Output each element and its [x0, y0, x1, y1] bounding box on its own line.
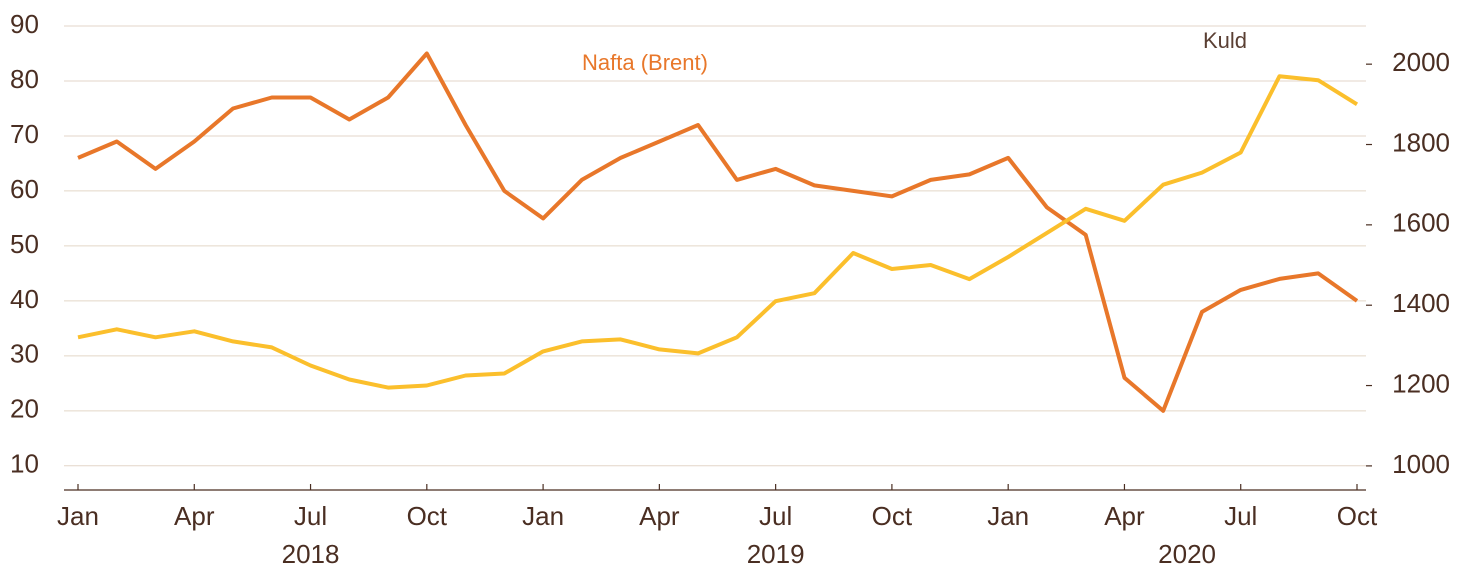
y2-tick-label: 1200 [1392, 368, 1450, 398]
y-tick-label: 40 [10, 284, 39, 314]
y2-tick-label: 1000 [1392, 449, 1450, 479]
y-tick-label: 50 [10, 229, 39, 259]
x-tick-label: Jan [522, 501, 564, 531]
y-tick-label: 10 [10, 449, 39, 479]
x-tick-label: Oct [407, 501, 448, 531]
x-tick-label: Apr [1104, 501, 1145, 531]
year-label: 2020 [1158, 539, 1216, 569]
x-tick-label: Apr [639, 501, 680, 531]
series-line [77, 74, 1359, 390]
y2-tick-label: 1400 [1392, 288, 1450, 318]
x-tick-label: Oct [1337, 501, 1378, 531]
year-label: 2019 [747, 539, 805, 569]
x-tick-label: Jul [294, 501, 327, 531]
y2-tick-label: 1600 [1392, 208, 1450, 238]
y-tick-label: 80 [10, 64, 39, 94]
y-tick-label: 30 [10, 339, 39, 369]
x-tick-label: Jan [987, 501, 1029, 531]
series-label: Kuld [1203, 28, 1247, 53]
y2-tick-label: 2000 [1392, 47, 1450, 77]
x-tick-label: Jul [759, 501, 792, 531]
y-tick-label: 90 [10, 9, 39, 39]
x-tick-label: Jan [57, 501, 99, 531]
y-tick-label: 70 [10, 119, 39, 149]
x-tick-label: Oct [872, 501, 913, 531]
x-tick-label: Apr [174, 501, 215, 531]
y2-tick-label: 1800 [1392, 127, 1450, 157]
series-label: Nafta (Brent) [582, 50, 708, 75]
series-line [77, 51, 1359, 413]
y-tick-label: 20 [10, 394, 39, 424]
y-tick-label: 60 [10, 174, 39, 204]
year-label: 2018 [282, 539, 340, 569]
x-tick-label: Jul [1224, 501, 1257, 531]
